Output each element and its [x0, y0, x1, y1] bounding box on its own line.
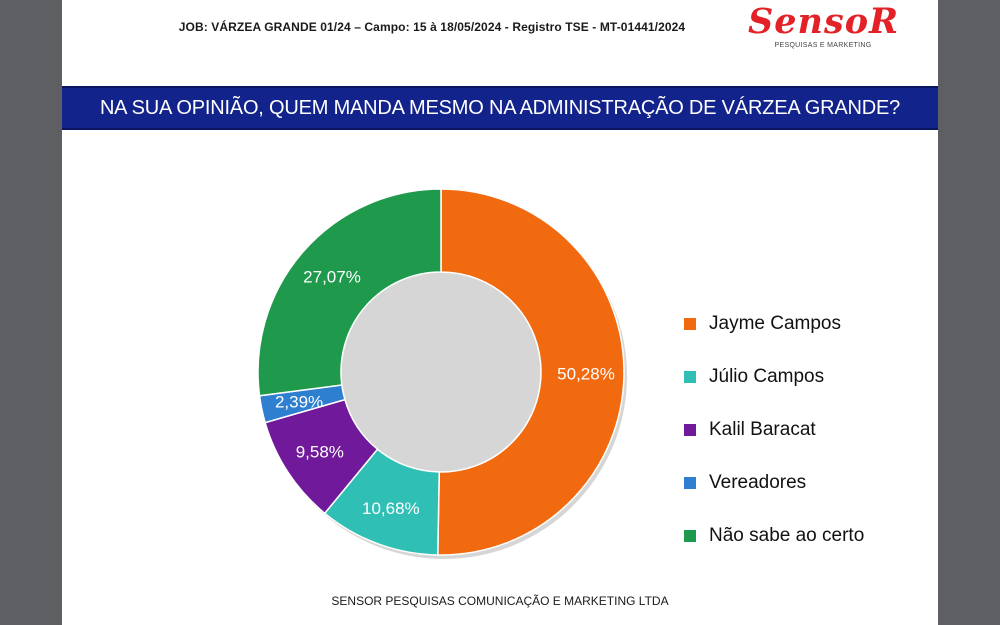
legend-swatch: [684, 530, 696, 542]
sensor-logo: SensoR PESQUISAS E MARKETING: [748, 2, 898, 54]
data-label: 27,07%: [303, 267, 361, 286]
question-banner: NA SUA OPINIÃO, QUEM MANDA MESMO NA ADMI…: [62, 86, 938, 130]
chart-title: NA SUA OPINIÃO, QUEM MANDA MESMO NA ADMI…: [99, 97, 901, 119]
slice-jayme-campos: [437, 188, 625, 556]
legend-swatch: [684, 424, 696, 436]
footer-company: SENSOR PESQUISAS COMUNICAÇÃO E MARKETING…: [331, 594, 669, 608]
data-label: 2,39%: [275, 393, 323, 412]
legend-label: Kalil Baracat: [709, 419, 816, 440]
legend-swatch: [684, 371, 696, 383]
data-label: 9,58%: [296, 443, 344, 462]
donut-chart: 50,28% 10,68% 9,58% 2,39% 27,07%: [257, 188, 627, 559]
slice-nao-sabe-ao-certo: [257, 188, 442, 397]
data-label: 50,28%: [557, 364, 615, 383]
legend-label: Jayme Campos: [709, 313, 841, 334]
report-page: JOB: VÁRZEA GRANDE 01/24 – Campo: 15 à 1…: [62, 0, 938, 625]
legend-swatch: [684, 318, 696, 330]
logo-tagline: PESQUISAS E MARKETING: [774, 42, 872, 49]
job-info: JOB: VÁRZEA GRANDE 01/24 – Campo: 15 à 1…: [178, 20, 686, 34]
data-label: 10,68%: [362, 499, 420, 518]
legend-label: Júlio Campos: [709, 366, 825, 387]
legend-swatch: [684, 477, 696, 489]
legend-label: Vereadores: [709, 472, 807, 493]
legend-label: Não sabe ao certo: [709, 525, 865, 546]
logo-wordmark: SensoR: [748, 1, 900, 42]
